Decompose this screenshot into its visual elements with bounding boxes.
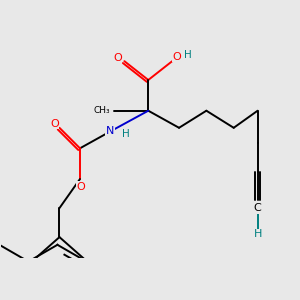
Text: H: H bbox=[122, 129, 130, 139]
Text: N: N bbox=[106, 125, 114, 136]
Text: O: O bbox=[76, 182, 85, 192]
Text: C: C bbox=[254, 203, 262, 213]
Text: CH₃: CH₃ bbox=[94, 106, 110, 115]
Text: O: O bbox=[113, 53, 122, 63]
Text: O: O bbox=[50, 119, 59, 129]
Text: H: H bbox=[254, 230, 262, 239]
Text: H: H bbox=[184, 50, 191, 60]
Text: O: O bbox=[172, 52, 181, 62]
